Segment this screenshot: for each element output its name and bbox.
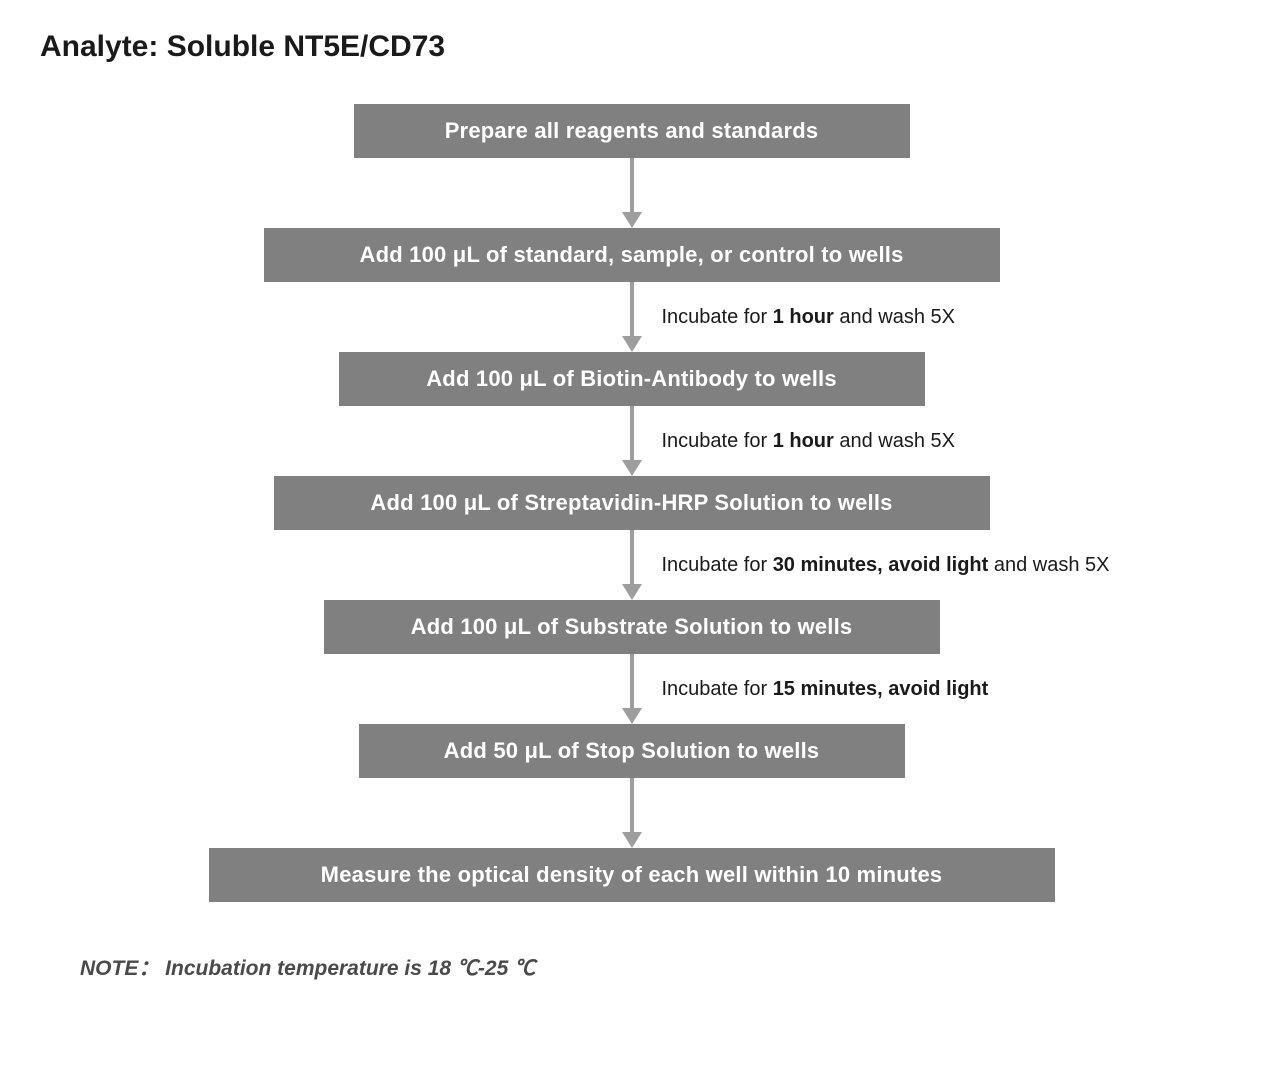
arrow-icon	[622, 406, 642, 476]
arrow-row-4: Incubate for 15 minutes, avoid light	[40, 654, 1223, 724]
step-box-2: Add 100 μL of Biotin-Antibody to wells	[339, 352, 925, 406]
arrow-row-3: Incubate for 30 minutes, avoid light and…	[40, 530, 1223, 600]
arrow-label-2: Incubate for 1 hour and wash 5X	[662, 430, 956, 453]
page-title: Analyte: Soluble NT5E/CD73	[40, 30, 1223, 64]
step-box-3: Add 100 μL of Streptavidin-HRP Solution …	[274, 476, 990, 530]
arrow-icon	[622, 282, 642, 352]
step-box-0: Prepare all reagents and standards	[354, 104, 910, 158]
arrow-icon	[622, 778, 642, 848]
page-container: Analyte: Soluble NT5E/CD73 Prepare all r…	[0, 0, 1263, 1012]
arrow-icon	[622, 158, 642, 228]
arrow-row-2: Incubate for 1 hour and wash 5X	[40, 406, 1223, 476]
arrow-row-1: Incubate for 1 hour and wash 5X	[40, 282, 1223, 352]
arrow-icon	[622, 654, 642, 724]
arrow-label-1: Incubate for 1 hour and wash 5X	[662, 306, 956, 329]
step-box-5: Add 50 μL of Stop Solution to wells	[359, 724, 905, 778]
arrow-row-5	[40, 778, 1223, 848]
step-box-1: Add 100 μL of standard, sample, or contr…	[264, 228, 1000, 282]
arrow-label-3: Incubate for 30 minutes, avoid light and…	[662, 554, 1110, 577]
arrow-label-4: Incubate for 15 minutes, avoid light	[662, 678, 989, 701]
arrow-icon	[622, 530, 642, 600]
footer-note: NOTE： Incubation temperature is 18 ℃-25 …	[80, 952, 1223, 982]
arrow-row-0	[40, 158, 1223, 228]
step-box-6: Measure the optical density of each well…	[209, 848, 1055, 902]
step-box-4: Add 100 μL of Substrate Solution to well…	[324, 600, 940, 654]
flowchart: Prepare all reagents and standards Add 1…	[40, 104, 1223, 902]
